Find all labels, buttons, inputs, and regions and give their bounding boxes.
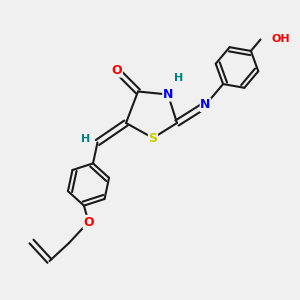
Text: H: H xyxy=(174,73,183,83)
Text: N: N xyxy=(163,88,173,101)
Text: S: S xyxy=(148,131,158,145)
Text: OH: OH xyxy=(271,34,290,44)
Text: O: O xyxy=(112,64,122,77)
Text: H: H xyxy=(82,134,91,144)
Text: O: O xyxy=(83,215,94,229)
Text: N: N xyxy=(200,98,211,112)
